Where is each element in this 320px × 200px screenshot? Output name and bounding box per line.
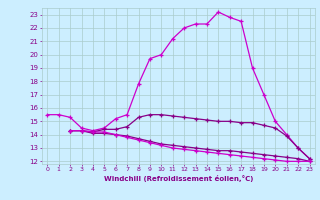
X-axis label: Windchill (Refroidissement éolien,°C): Windchill (Refroidissement éolien,°C) — [104, 175, 253, 182]
